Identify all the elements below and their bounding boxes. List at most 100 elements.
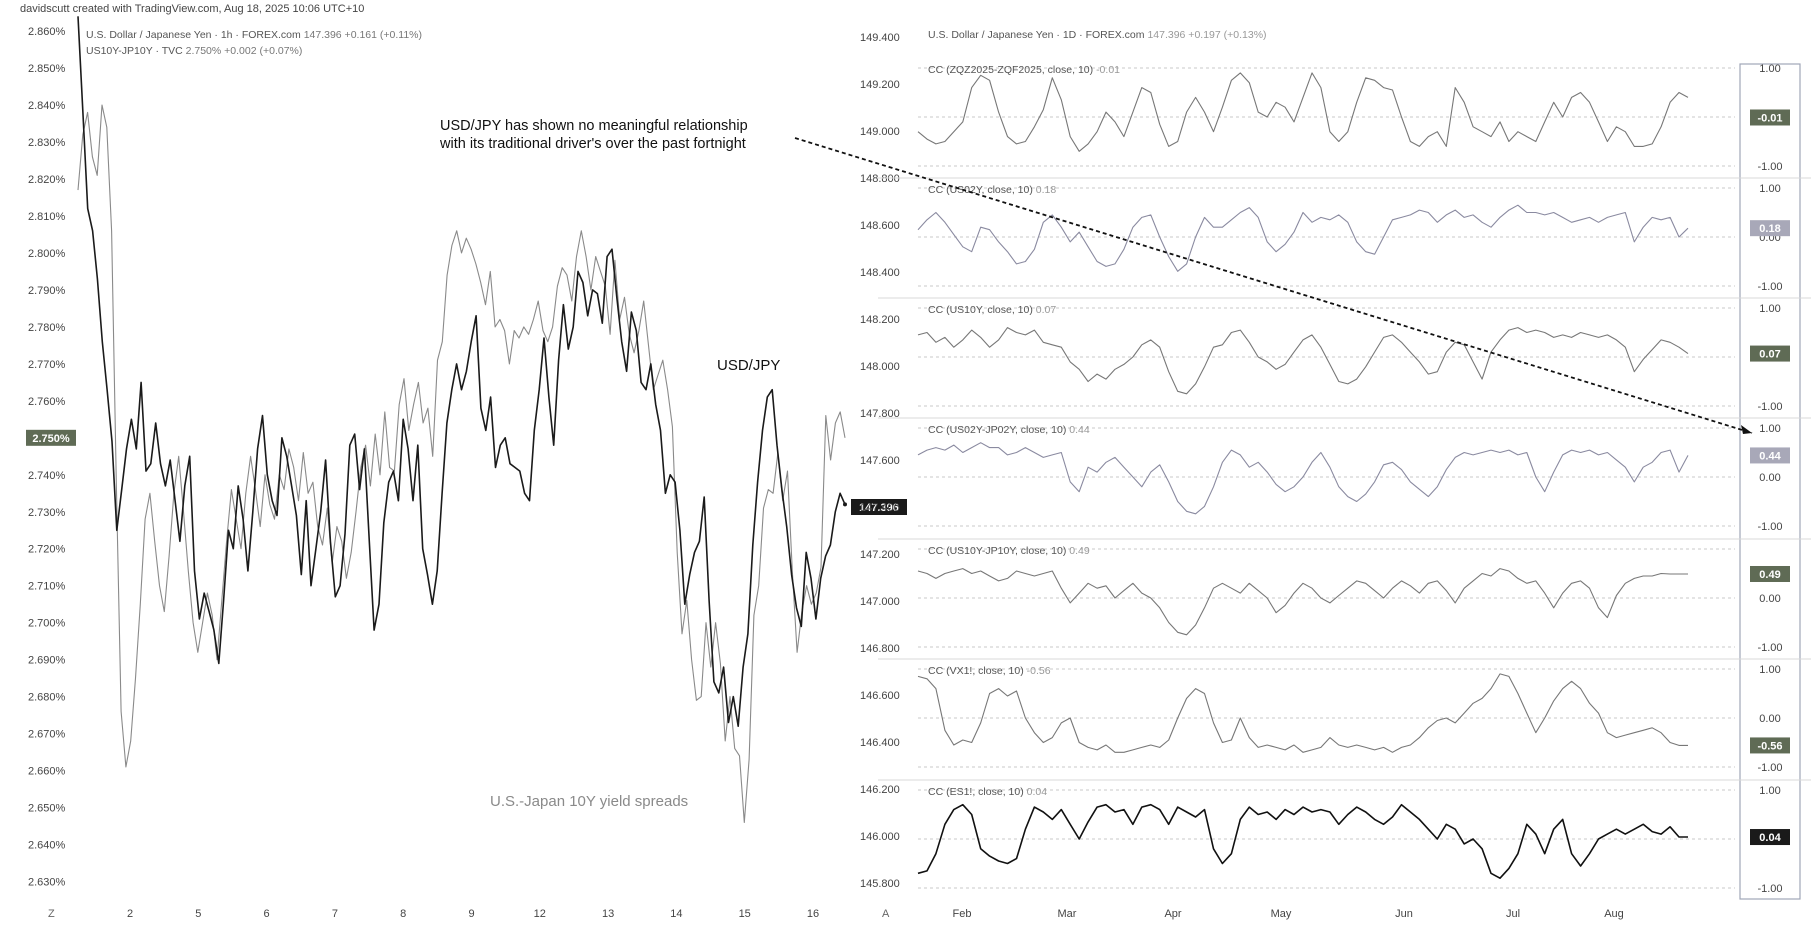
left-x-tick: 15: [739, 908, 751, 920]
left-y-tick: 2.790%: [28, 285, 66, 297]
pane-value-badge: [1750, 447, 1790, 464]
left-y-tick: 2.800%: [28, 248, 66, 260]
usdjpy-label: USD/JPY: [717, 357, 781, 374]
spread-label: U.S.-Japan 10Y yield spreads: [490, 793, 689, 810]
right-price-tick: 149.400: [860, 32, 900, 44]
left-x-tick: 2: [127, 908, 133, 920]
left-y-tick: 2.770%: [28, 359, 66, 371]
left-x-tick: 16: [807, 908, 819, 920]
right-price-tick: 146.600: [860, 690, 900, 702]
pane-value-badge: [1750, 565, 1790, 582]
left-y-tick: 2.630%: [28, 877, 66, 889]
left-y-tick: 2.670%: [28, 729, 66, 741]
left-legend-spread-label: US10Y-JP10Y · TVC: [86, 45, 183, 57]
pane-series-line: [917, 204, 1689, 272]
pane-scale-tick: -1.00: [1757, 521, 1782, 533]
right-legend-label: U.S. Dollar / Japanese Yen · 1D · FOREX.…: [928, 29, 1145, 41]
annotation-line-2: with its traditional driver's over the p…: [440, 136, 746, 152]
pane-scale-tick: 1.00: [1759, 664, 1780, 676]
left-y-tick: 2.650%: [28, 803, 66, 815]
usdjpy-last-point: [843, 502, 847, 507]
pane-series-line: [917, 568, 1688, 636]
right-price-tick: 146.800: [860, 643, 900, 655]
pane-scale-tick: 1.00: [1759, 785, 1780, 797]
left-x-tick: 5: [195, 908, 201, 920]
left-x-tick: 6: [264, 908, 270, 920]
spread-line: [77, 104, 846, 823]
pane-scale-tick: 0.00: [1759, 593, 1780, 605]
pane-value-badge-text: 0.07: [1759, 349, 1780, 361]
annotation-arrow: [794, 137, 1753, 434]
right-price-tick: 145.800: [860, 878, 900, 890]
annotation-arrowhead: [1741, 425, 1752, 434]
right-price-tick: 148.000: [860, 361, 900, 373]
pane-series-line: [917, 72, 1689, 152]
left-legend-usdjpy-label: U.S. Dollar / Japanese Yen · 1h · FOREX.…: [86, 29, 301, 41]
right-tz-label: A: [882, 908, 890, 920]
left-legend-spread: US10Y-JP10Y · TVC 2.750% +0.002 (+0.07%): [86, 45, 302, 57]
right-legend-value: 147.396 +0.197 (+0.13%): [1147, 29, 1267, 41]
pane-scale-tick: -1.00: [1757, 161, 1782, 173]
pane-series-line: [917, 327, 1689, 395]
left-y-tick: 2.700%: [28, 618, 66, 630]
right-price-tick: 147.600: [860, 455, 900, 467]
right-x-tick: May: [1271, 908, 1292, 920]
pane-series-line: [917, 673, 1688, 753]
pane-scale-tick: -1.00: [1757, 883, 1782, 895]
right-scale-box: [1739, 63, 1801, 900]
left-series-group: [77, 16, 847, 823]
right-price-tick: 147.400: [860, 502, 900, 514]
left-y-tick: 2.740%: [28, 470, 66, 482]
left-legend-usdjpy: U.S. Dollar / Japanese Yen · 1h · FOREX.…: [86, 29, 422, 41]
left-y-tick: 2.820%: [28, 174, 66, 186]
right-x-tick: Aug: [1604, 908, 1624, 920]
right-price-tick: 148.800: [860, 173, 900, 185]
right-price-tick: 149.200: [860, 79, 900, 91]
pane-label: CC (VX1!, close, 10) -0.56: [928, 665, 1051, 677]
left-tz-label: Z: [48, 908, 55, 920]
left-y-tick: 2.680%: [28, 692, 66, 704]
pane-scale-tick: 1.00: [1759, 63, 1780, 75]
pane-scale-tick: 1.00: [1759, 303, 1780, 315]
right-x-tick: Jun: [1395, 908, 1413, 920]
right-price-tick: 148.200: [860, 314, 900, 326]
right-price-tick: 146.000: [860, 831, 900, 843]
right-axis-group: 149.400 149.200 149.000 148.800 148.600 148.4…: [860, 32, 1811, 920]
annotation-overlay: [794, 137, 1753, 434]
pane-scale-tick: 0.00: [1759, 472, 1780, 484]
right-legend: U.S. Dollar / Japanese Yen · 1D · FOREX.…: [928, 29, 1267, 41]
left-y-tick: 2.690%: [28, 655, 66, 667]
pane-scale-tick: 0.00: [1759, 713, 1780, 725]
left-y-tick: 2.860%: [28, 26, 66, 38]
credit-text: davidscutt created with TradingView.com,…: [20, 3, 365, 15]
pane-value-badge-text: -0.01: [1757, 112, 1782, 124]
pane-label: CC (US02Y-JP02Y, close, 10) 0.44: [928, 424, 1090, 436]
right-price-tick: 147.200: [860, 549, 900, 561]
left-x-tick: 8: [400, 908, 406, 920]
right-price-tick: 146.400: [860, 737, 900, 749]
annotation-text: USD/JPY has shown no meaningful relation…: [440, 117, 748, 153]
pane-label: CC (US10Y, close, 10) 0.07: [928, 304, 1056, 316]
usdjpy-price-badge-text: 147.396: [859, 502, 899, 514]
pane-value-badge-text: 0.44: [1759, 450, 1781, 462]
left-axis-group: 2.860% 2.850% 2.840% 2.830% 2.820% 2.810% 2.80…: [26, 26, 907, 920]
right-panes-group: [917, 72, 1689, 879]
pane-series-line: [917, 442, 1689, 515]
pane-value-badge-text: 0.49: [1759, 569, 1780, 581]
left-y-tick: 2.830%: [28, 137, 66, 149]
left-x-tick: 7: [332, 908, 338, 920]
pane-value-badge-text: 0.04: [1759, 832, 1781, 844]
usdjpy-line: [77, 16, 846, 727]
left-y-tick: 2.730%: [28, 507, 66, 519]
pane-scale-tick: -1.00: [1757, 281, 1782, 293]
left-y-tick: 2.720%: [28, 544, 66, 556]
right-x-tick: Feb: [953, 908, 972, 920]
left-x-tick: 14: [670, 908, 682, 920]
pane-series-line: [917, 803, 1688, 879]
left-y-tick: 2.660%: [28, 766, 66, 778]
left-legend-usdjpy-value: 147.396 +0.161 (+0.11%): [303, 29, 423, 41]
right-price-tick: 149.000: [860, 126, 900, 138]
pane-label: CC (ES1!, close, 10) 0.04: [928, 786, 1047, 798]
left-y-tick: 2.640%: [28, 840, 66, 852]
